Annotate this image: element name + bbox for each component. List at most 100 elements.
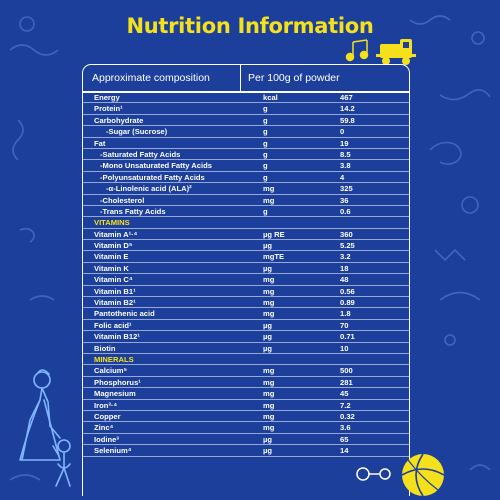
nutrient-name: Selenium⁴ [94, 446, 132, 456]
nutrient-value: 7.2 [340, 400, 351, 410]
nutrient-name: Pantothenic acid [94, 309, 155, 319]
nutrient-value: 14.2 [340, 104, 355, 114]
table-row: Vitamin B12¹ µg 0.71 [82, 331, 410, 343]
table-row: Copper mg 0.32 [82, 411, 410, 423]
nutrient-value: 36 [340, 195, 349, 205]
nutrient-name: Zinc⁴ [94, 423, 114, 433]
nutrient-name: -Cholesterol [100, 195, 145, 205]
nutrient-unit: g [263, 149, 268, 159]
nutrient-name: -Polyunsaturated Fatty Acids [100, 172, 205, 182]
nutrient-value: 14 [340, 446, 349, 456]
nutrient-name: Folic acid¹ [94, 320, 132, 330]
nutrient-value: 18 [340, 263, 349, 273]
table-row: Fat g 19 [82, 138, 410, 149]
nutrient-unit: g [263, 115, 268, 125]
nutrient-value: 8.5 [340, 149, 351, 159]
table-row: -Mono Unsaturated Fatty Acids g 3.8 [82, 160, 410, 172]
nutrient-name: -Trans Fatty Acids [100, 206, 166, 216]
nutrient-value: 10 [340, 343, 349, 353]
section-heading: VITAMINS [82, 217, 410, 229]
nutrient-unit: µg [263, 332, 273, 342]
nutrient-name: Vitamin B2¹ [94, 298, 136, 308]
nutrient-unit: mg [263, 389, 275, 399]
nutrient-name: VITAMINS [94, 218, 130, 228]
header-divider [240, 64, 241, 92]
nutrient-name: Copper [94, 411, 121, 421]
nutrient-unit: mg [263, 411, 275, 421]
nutrient-value: 3.2 [340, 252, 351, 262]
table-row: Iodine³ µg 65 [82, 434, 410, 446]
nutrient-value: 4 [340, 172, 345, 182]
table-row: Selenium⁴ µg 14 [82, 445, 410, 457]
nutrient-name: -Sugar (Sucrose) [106, 127, 168, 137]
table-row: Energy kcal 467 [82, 92, 410, 104]
table-row: Protein¹ g 14.2 [82, 103, 410, 115]
nutrient-value: 360 [340, 229, 353, 239]
table-header: Approximate composition Per 100g of powd… [82, 64, 410, 92]
nutrient-value: 325 [340, 184, 353, 194]
table-row: Vitamin B2¹ mg 0.89 [82, 297, 410, 309]
table-row: -α-Linolenic acid (ALA)² mg 325 [82, 183, 410, 195]
nutrient-unit: g [263, 127, 268, 137]
nutrient-name: Vitamin K [94, 263, 129, 273]
nutrient-name: Iodine³ [94, 434, 119, 444]
nutrient-value: 0.6 [340, 206, 351, 216]
table-row: -Sugar (Sucrose) g 0 [82, 126, 410, 138]
nutrient-unit: g [263, 206, 268, 216]
header-composition: Approximate composition [92, 72, 210, 84]
nutrient-name: Vitamin D⁵ [94, 241, 133, 251]
nutrient-unit: g [263, 172, 268, 182]
mother-child-illustration [19, 369, 71, 487]
nutrient-unit: mg [263, 184, 275, 194]
nutrient-value: 500 [340, 366, 353, 376]
nutrient-name: Vitamin E [94, 252, 129, 262]
nutrient-unit: mgTE [263, 252, 285, 262]
toy-train-icon [376, 39, 416, 65]
nutrient-value: 281 [340, 377, 353, 387]
nutrient-value: 1.8 [340, 309, 351, 319]
nutrient-name: Carbohydrate [94, 115, 144, 125]
section-heading: MINERALS [82, 354, 410, 366]
header-underline [82, 91, 410, 93]
nutrient-unit: mg [263, 275, 275, 285]
nutrient-unit: kcal [263, 93, 278, 102]
nutrition-table [82, 64, 410, 496]
nutrient-unit: µg [263, 446, 273, 456]
nutrient-value: 5.25 [340, 241, 355, 251]
nutrient-unit: mg [263, 286, 275, 296]
table-row: -Trans Fatty Acids g 0.6 [82, 206, 410, 218]
nutrient-unit: g [263, 104, 268, 114]
nutrient-value: 0.71 [340, 332, 355, 342]
nutrient-unit: mg [263, 377, 275, 387]
nutrient-name: Fat [94, 138, 106, 148]
nutrient-value: 45 [340, 389, 349, 399]
nutrient-value: 59.8 [340, 115, 355, 125]
nutrient-unit: µg [263, 343, 273, 353]
nutrient-unit: µg [263, 263, 273, 273]
nutrient-value: 3.6 [340, 423, 351, 433]
table-row: Vitamin B1¹ mg 0.56 [82, 286, 410, 298]
nutrient-unit: µg [263, 320, 273, 330]
nutrient-unit: µg [263, 434, 273, 444]
nutrient-unit: µg [263, 241, 273, 251]
nutrient-value: 467 [340, 93, 353, 102]
nutrient-name: Vitamin A¹·⁴ [94, 229, 138, 239]
nutrient-value: 0.56 [340, 286, 355, 296]
nutrient-value: 19 [340, 138, 349, 148]
nutrient-name: -Mono Unsaturated Fatty Acids [100, 161, 212, 171]
nutrient-name: Magnesium [94, 389, 136, 399]
nutrient-unit: mg [263, 195, 275, 205]
table-row: Zinc⁴ mg 3.6 [82, 422, 410, 434]
table-row: Vitamin C⁴ mg 48 [82, 274, 410, 286]
nutrient-name: Vitamin C⁴ [94, 275, 133, 285]
nutrient-unit: mg [263, 298, 275, 308]
nutrient-value: 65 [340, 434, 349, 444]
table-row: Vitamin D⁵ µg 5.25 [82, 240, 410, 252]
nutrient-name: Phosphorus¹ [94, 377, 141, 387]
table-row: Biotin µg 10 [82, 343, 410, 354]
nutrient-name: Protein¹ [94, 104, 123, 114]
nutrient-name: Vitamin B12¹ [94, 332, 140, 342]
table-row: Carbohydrate g 59.8 [82, 115, 410, 127]
nutrient-value: 0 [340, 127, 345, 137]
table-row: Calcium⁵ mg 500 [82, 365, 410, 377]
